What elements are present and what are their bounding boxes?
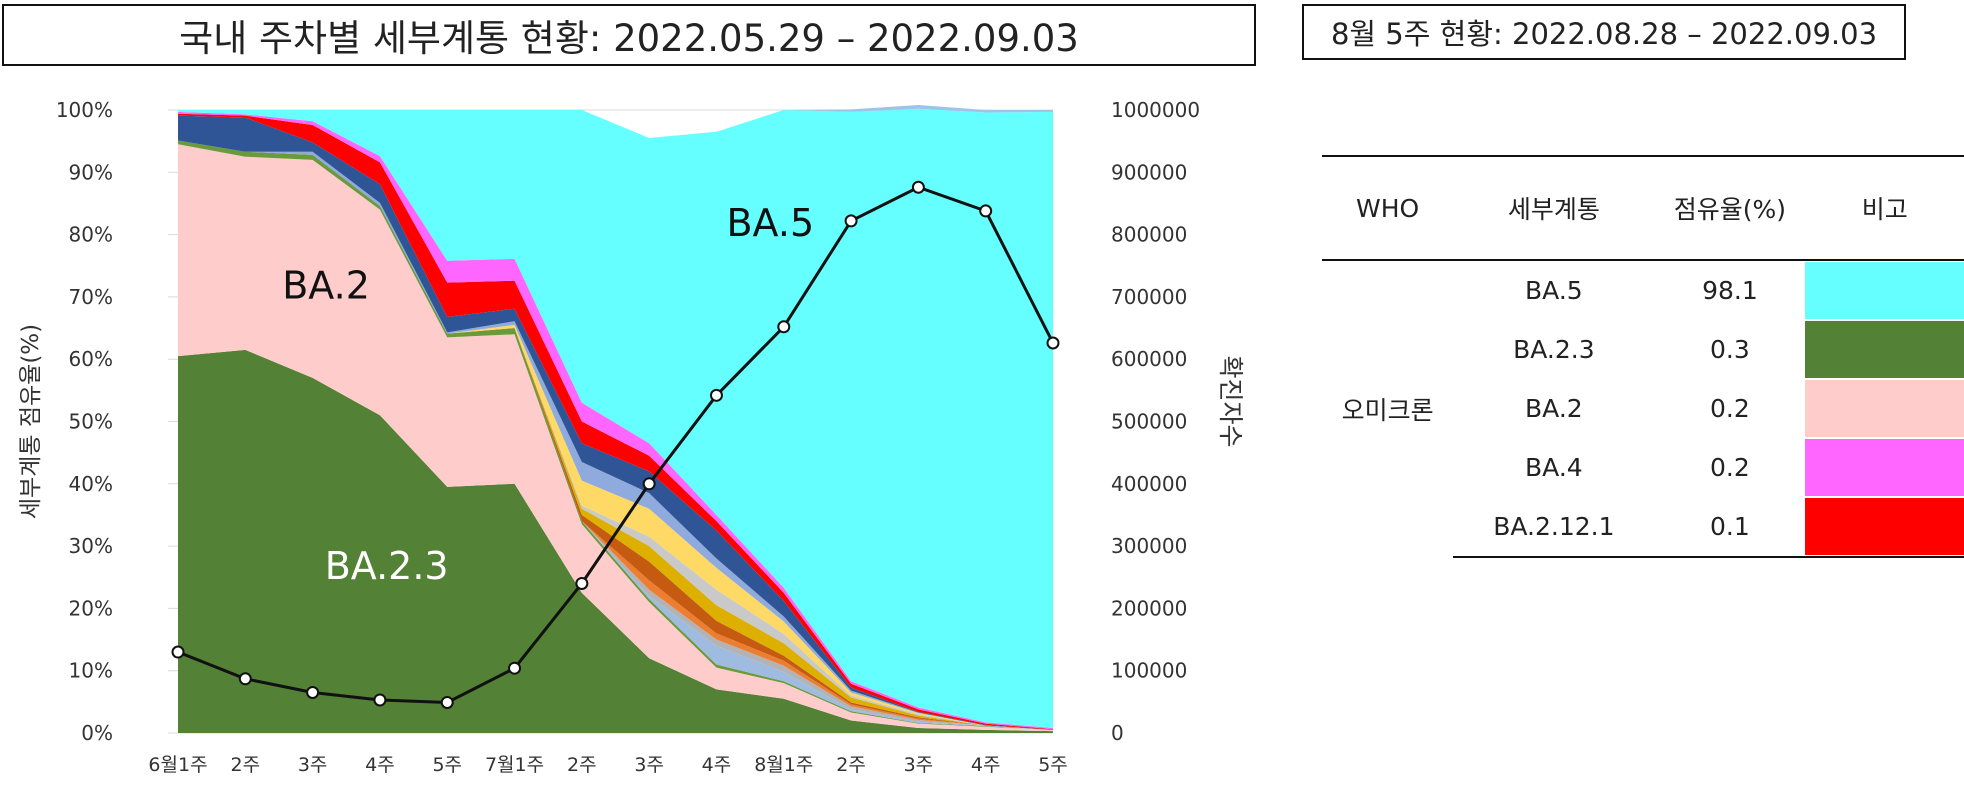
area-ba-2 [178,144,1053,732]
color-swatch [1805,321,1964,378]
y2-tick-label: 1000000 [1111,98,1200,122]
lineage-share-table: WHO 세부계통 점유율(%) 비고 오미크론 BA.5 98.1 BA.2.3… [1322,155,1964,558]
y2-tick-label: 600000 [1111,347,1187,371]
table-row: BA.2 0.2 [1322,379,1964,438]
x-tick-label: 4주 [702,754,732,776]
color-swatch-cell [1805,260,1964,320]
x-tick-label: 5주 [1038,754,1068,776]
table-row: BA.2.12.1 0.1 [1322,497,1964,558]
confirmed-cases-point [171,645,185,659]
y2-axis-title: 확진자수 [1216,355,1245,447]
color-swatch [1805,498,1964,555]
x-tick-label: 4주 [971,754,1001,776]
weekly-summary-title: 8월 5주 현황: 2022.08.28 – 2022.09.03 [1302,4,1906,60]
y2-tick-label: 300000 [1111,534,1187,558]
y-tick-label: 20% [69,596,113,620]
area-ba-5 [178,108,1053,729]
confirmed-cases-point [575,576,589,590]
y-axis-title: 세부계통 점유율(%) [18,324,44,519]
x-tick-label: 2주 [567,754,597,776]
header-lineage: 세부계통 [1453,155,1655,261]
table-row: BA.2.3 0.3 [1322,320,1964,379]
confirmed-cases-point [238,672,252,686]
x-tick-label: 3주 [634,754,664,776]
lineage-cell: BA.4 [1525,453,1583,482]
y2-tick-label: 200000 [1111,596,1187,620]
area-annotation: BA.2 [282,263,370,307]
area-annotation: BA.5 [726,201,814,245]
y-tick-label: 70% [69,285,113,309]
table-header-row: WHO 세부계통 점유율(%) 비고 [1322,155,1964,261]
confirmed-cases-point [979,204,993,218]
confirmed-cases-point [844,214,858,228]
share-cell: 0.2 [1710,394,1750,423]
y2-tick-label: 400000 [1111,472,1187,496]
color-swatch-cell [1805,379,1964,438]
area-annotation: BA.2.3 [325,544,449,588]
y-tick-label: 0% [81,721,113,745]
x-tick-label: 2주 [231,754,261,776]
confirmed-cases-point [911,180,925,194]
y-tick-label: 90% [69,160,113,184]
y2-tick-label: 500000 [1111,410,1187,434]
confirmed-cases-point [777,320,791,334]
color-swatch [1805,262,1964,319]
confirmed-cases-point [642,477,656,491]
y-tick-label: 100% [56,98,113,122]
x-tick-label: 5주 [432,754,462,776]
y2-tick-label: 900000 [1111,160,1187,184]
area-ba-2-3 [178,349,1053,733]
header-share: 점유율(%) [1654,155,1806,261]
table-row: BA.4 0.2 [1322,438,1964,497]
lineage-share-chart: 0% 10% 20% 30% 40% 50% 60% 70% 80% 90% 100% 0 100000… [18,98,1245,776]
share-cell: 0.1 [1654,497,1806,558]
x-tick-label: 3주 [298,754,328,776]
x-tick-label: 8월1주 [754,754,813,776]
confirmed-cases-point [306,686,320,700]
y-tick-label: 80% [69,223,113,247]
confirmed-cases-line [177,185,1055,704]
y-tick-label: 60% [69,347,113,371]
y2-tick-label: 800000 [1111,223,1187,247]
y-tick-label: 30% [69,534,113,558]
confirmed-cases-point [373,693,387,707]
y2-tick-label: 700000 [1111,285,1187,309]
confirmed-cases-point [709,388,723,402]
confirmed-cases-point [508,661,522,675]
lineage-cell: BA.2 [1525,394,1583,423]
y2-tick-label: 100000 [1111,659,1187,683]
color-swatch [1805,439,1964,496]
lineage-cell: BA.5 [1525,276,1583,305]
lineage-cell: BA.2.12.1 [1453,497,1655,558]
table-row: 오미크론 BA.5 98.1 [1322,260,1964,425]
x-tick-label: 4주 [365,754,395,776]
share-cell: 0.3 [1710,335,1750,364]
y-tick-label: 40% [69,472,113,496]
lineage-cell: BA.2.3 [1513,335,1595,364]
x-tick-label: 6월1주 [148,754,207,776]
color-swatch-cell [1805,438,1964,497]
confirmed-cases-point [440,695,454,709]
header-who: WHO [1322,155,1454,261]
main-title: 국내 주차별 세부계통 현황: 2022.05.29 – 2022.09.03 [2,4,1256,66]
share-cell: 98.1 [1702,276,1758,305]
header-note: 비고 [1805,155,1964,261]
y-tick-label: 50% [69,410,113,434]
x-tick-label: 2주 [836,754,866,776]
x-tick-label: 7월1주 [485,754,544,776]
y2-tick-label: 0 [1111,721,1124,745]
color-swatch-cell [1805,497,1964,558]
share-cell: 0.2 [1710,453,1750,482]
x-tick-label: 3주 [904,754,934,776]
confirmed-cases-point [1046,336,1060,350]
color-swatch-cell [1805,320,1964,379]
y-tick-label: 10% [69,659,113,683]
who-group-label: 오미크론 [1341,396,1434,425]
color-swatch [1805,380,1964,437]
